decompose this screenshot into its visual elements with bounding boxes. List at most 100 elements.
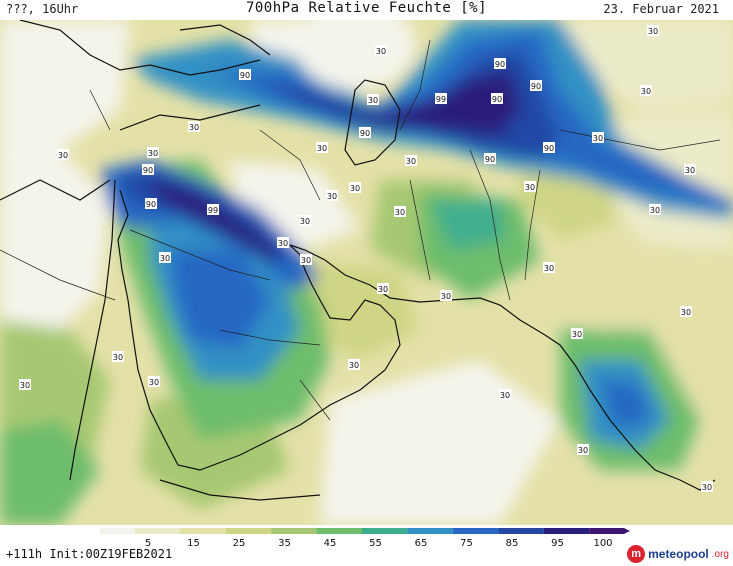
contour-label: 30 xyxy=(680,306,692,317)
svg-text:30: 30 xyxy=(20,381,30,390)
svg-text:90: 90 xyxy=(240,71,250,80)
contour-labels: 30 90 90 30 99 90 90 30 30 30 90 30 30 30 30 30 90 90 90 30… xyxy=(19,25,713,492)
contour-label: 30 xyxy=(367,94,379,105)
colorbar-tick-label: 45 xyxy=(324,538,337,547)
contour-label: 30 xyxy=(571,328,583,339)
contour-label: 30 xyxy=(148,376,160,387)
svg-text:90: 90 xyxy=(360,129,370,138)
svg-text:30: 30 xyxy=(681,308,691,317)
forecast-time-label: ???, 16Uhr xyxy=(6,2,79,16)
colorbar-tick-label: 65 xyxy=(415,538,428,547)
svg-text:90: 90 xyxy=(143,166,153,175)
contour-label: 30 xyxy=(316,142,328,153)
colorbar-segment xyxy=(362,528,408,534)
contour-label: 30 xyxy=(299,215,311,226)
contour-label: 30 xyxy=(348,359,360,370)
colorbar-segment xyxy=(407,528,453,534)
contour-label: 99 xyxy=(435,93,447,104)
svg-text:30: 30 xyxy=(441,292,451,301)
colorbar-segment xyxy=(180,528,226,534)
colorbar-segment xyxy=(225,528,272,534)
svg-text:90: 90 xyxy=(531,82,541,91)
contour-label: 30 xyxy=(577,444,589,455)
contour-label: 30 xyxy=(440,290,452,301)
contour-label: 30 xyxy=(640,85,652,96)
map-title: 700hPa Relative Feuchte [%] xyxy=(245,0,488,16)
svg-text:30: 30 xyxy=(327,192,337,201)
contour-label: 90 xyxy=(145,198,157,209)
svg-text:30: 30 xyxy=(685,166,695,175)
svg-text:30: 30 xyxy=(160,254,170,263)
colorbar-segment xyxy=(452,528,499,534)
contour-label: 90 xyxy=(530,80,542,91)
svg-text:30: 30 xyxy=(149,378,159,387)
colorbar-tick-label: 75 xyxy=(460,538,473,547)
svg-text:30: 30 xyxy=(702,483,712,492)
svg-text:90: 90 xyxy=(146,200,156,209)
contour-label: 30 xyxy=(300,254,312,265)
contour-label: 30 xyxy=(349,182,361,193)
contour-label: 30 xyxy=(188,121,200,132)
svg-text:30: 30 xyxy=(500,391,510,400)
contour-label: 30 xyxy=(147,147,159,158)
contour-label: 30 xyxy=(499,389,511,400)
svg-text:30: 30 xyxy=(113,353,123,362)
logo-mark-icon: m xyxy=(627,545,646,563)
contour-label: 30 xyxy=(405,155,417,166)
contour-label: 90 xyxy=(484,153,496,164)
svg-text:30: 30 xyxy=(300,217,310,226)
colorbar-tick-label: 5 xyxy=(145,538,151,547)
svg-text:30: 30 xyxy=(395,208,405,217)
svg-text:30: 30 xyxy=(368,96,378,105)
contour-label: 30 xyxy=(592,132,604,143)
contour-label: 90 xyxy=(491,93,503,104)
colorbar: 5 15 25 35 45 55 65 75 85 95 100 xyxy=(100,528,630,547)
svg-text:30: 30 xyxy=(378,285,388,294)
contour-label: 30 xyxy=(112,351,124,362)
contour-label: 30 xyxy=(543,262,555,273)
contour-label: 90 xyxy=(239,69,251,80)
contour-label: 30 xyxy=(649,204,661,215)
colorbar-segment xyxy=(134,528,181,534)
contour-label: 30 xyxy=(159,252,171,263)
svg-text:90: 90 xyxy=(544,144,554,153)
colorbar-tick-label: 35 xyxy=(278,538,291,547)
colorbar-tick-label: 55 xyxy=(369,538,382,547)
contour-label: 30 xyxy=(701,481,713,492)
svg-text:90: 90 xyxy=(492,95,502,104)
svg-text:30: 30 xyxy=(58,151,68,160)
svg-text:30: 30 xyxy=(349,361,359,370)
svg-text:30: 30 xyxy=(350,184,360,193)
country-borders xyxy=(0,39,721,421)
contour-label: 30 xyxy=(19,379,31,390)
colorbar-tick-label: 25 xyxy=(233,538,246,547)
colorbar-segment xyxy=(498,528,544,534)
svg-text:30: 30 xyxy=(189,123,199,132)
contour-label: 30 xyxy=(377,283,389,294)
contour-label: 30 xyxy=(57,149,69,160)
svg-text:30: 30 xyxy=(525,183,535,192)
svg-text:90: 90 xyxy=(485,155,495,164)
coastlines xyxy=(0,20,716,501)
svg-text:30: 30 xyxy=(301,256,311,265)
colorbar-segment xyxy=(271,528,317,534)
contour-label: 30 xyxy=(326,190,338,201)
svg-text:30: 30 xyxy=(572,330,582,339)
svg-text:30: 30 xyxy=(376,47,386,56)
contour-label: 30 xyxy=(375,45,387,56)
svg-text:30: 30 xyxy=(148,149,158,158)
contour-label: 90 xyxy=(359,127,371,138)
meteopool-logo[interactable]: m meteopool .org xyxy=(627,543,729,565)
contour-label: 30 xyxy=(277,237,289,248)
contour-label: 99 xyxy=(207,204,219,215)
svg-text:30: 30 xyxy=(648,27,658,36)
svg-text:30: 30 xyxy=(317,144,327,153)
init-time-label: +111h Init:00Z19FEB2021 xyxy=(6,547,173,561)
svg-text:30: 30 xyxy=(406,157,416,166)
colorbar-segment xyxy=(589,528,624,534)
contour-label: 90 xyxy=(142,164,154,175)
humidity-map: 30 90 90 30 99 90 90 30 30 30 90 30 30 30 30 30 90 90 90 30… xyxy=(0,20,733,525)
colorbar-tick-label: 95 xyxy=(551,538,564,547)
contour-label: 30 xyxy=(524,181,536,192)
contour-label: 30 xyxy=(394,206,406,217)
